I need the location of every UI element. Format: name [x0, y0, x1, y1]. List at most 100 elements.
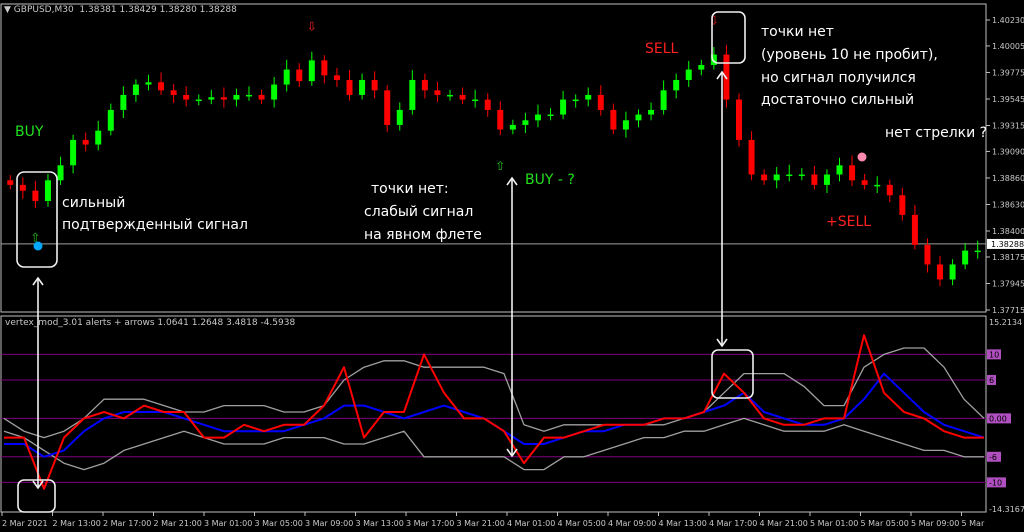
time-tick-label: 3 Mar 09:00: [305, 519, 353, 528]
candle-body: [874, 184, 881, 187]
candle: [183, 86, 190, 107]
candle: [786, 164, 793, 182]
candle-body: [170, 90, 177, 95]
candle-body: [710, 54, 717, 65]
candle-body: [849, 165, 856, 181]
price-tick-label: 1.38860: [992, 174, 1024, 183]
time-tick-label: 5 Mar 05:00: [861, 519, 909, 528]
candle-body: [233, 94, 240, 100]
time-tick-label: 2 Mar 13:00: [53, 519, 101, 528]
candle-body: [145, 82, 152, 85]
candle: [32, 180, 39, 208]
annotation-strong-2: подтвержденный сигнал: [62, 217, 248, 233]
annotation-note-3: но сигнал получился: [761, 70, 916, 86]
candle: [773, 167, 780, 189]
candle: [861, 173, 868, 190]
indicator-level-badge: [987, 451, 1001, 462]
candle-body: [974, 250, 981, 253]
candle: [823, 169, 830, 193]
candle: [748, 131, 755, 181]
candle-body: [798, 174, 805, 177]
candle-body: [371, 79, 378, 91]
time-tick-label: 3 Mar 13:00: [356, 519, 404, 528]
annotation-note-4: достаточно сильный: [761, 92, 915, 108]
annotation-note-2: (уровень 10 не пробит),: [761, 47, 938, 63]
candle-body: [773, 174, 780, 181]
candle: [937, 255, 944, 287]
candle-body: [949, 264, 956, 280]
candle: [924, 238, 931, 273]
candle-body: [19, 184, 26, 191]
indicator-level-badge: [987, 413, 1011, 424]
candle: [673, 73, 680, 99]
indicator-series-line: [3, 417, 984, 471]
candle: [346, 70, 353, 101]
time-tick-label: 3 Mar 21:00: [457, 519, 505, 528]
indicator-level-badge: [987, 349, 1001, 360]
price-tick-label: 1.37715: [992, 306, 1024, 315]
candle: [698, 59, 705, 76]
candle-body: [497, 109, 504, 130]
candle-body: [648, 109, 655, 115]
chart-frame: [0, 3, 987, 513]
symbol-label: GBPUSD,M30: [13, 5, 74, 15]
candle-body: [522, 120, 529, 125]
candle-body: [258, 94, 265, 100]
price-tick-label: 1.38630: [992, 200, 1024, 209]
candle-body: [208, 97, 215, 100]
candle: [660, 80, 667, 115]
candle-body: [899, 195, 906, 215]
candle-body: [308, 60, 315, 82]
collapse-triangle-icon[interactable]: ▼: [4, 5, 11, 15]
candle: [798, 168, 805, 181]
candle: [459, 87, 466, 105]
candle: [974, 240, 981, 259]
candle: [409, 70, 416, 115]
time-tick-label: 5 Mar 01:00: [810, 519, 858, 528]
price-tick-label: 1.39545: [992, 95, 1024, 104]
candle-body: [597, 94, 604, 110]
candle: [132, 79, 139, 102]
candle: [158, 72, 165, 95]
candle: [635, 109, 642, 128]
candle: [572, 94, 579, 108]
candle: [560, 90, 567, 120]
highlight-box-buy-signal: [16, 171, 58, 268]
annotation-plus-sell: +SELL: [826, 214, 872, 230]
time-tick-label: 3 Mar 17:00: [406, 519, 454, 528]
candle: [70, 134, 77, 174]
candle: [208, 89, 215, 105]
candle: [761, 169, 768, 185]
candle: [648, 102, 655, 121]
arrow-connector-2: [506, 176, 518, 458]
candle: [622, 111, 629, 138]
annotation-nodot-1: точки нет:: [371, 181, 449, 197]
indicator-series-line: [3, 347, 985, 439]
candle-body: [962, 250, 969, 265]
chart-header: ▼ GBPUSD,M30 1.38381 1.38429 1.38280 1.3…: [4, 5, 237, 15]
candle: [886, 179, 893, 203]
candle: [522, 112, 529, 134]
candle: [421, 73, 428, 99]
candle-body: [195, 99, 202, 102]
candle-body: [911, 214, 918, 245]
candle-body: [296, 69, 303, 82]
candle: [396, 102, 403, 131]
candle-body: [107, 109, 114, 131]
candle: [811, 165, 818, 190]
highlight-box-sell-signal: [711, 11, 746, 64]
candle-body: [459, 94, 466, 100]
candle: [195, 94, 202, 106]
time-tick-label: 4 Mar 13:00: [659, 519, 707, 528]
candle-body: [924, 244, 931, 265]
candle: [685, 60, 692, 87]
candle: [371, 71, 378, 99]
time-tick-label: 2 Mar 17:00: [103, 519, 151, 528]
candle-body: [70, 139, 77, 166]
time-tick-label: 5 Mar 09:00: [911, 519, 959, 528]
candle: [534, 104, 541, 128]
candle: [359, 73, 366, 100]
candle: [874, 176, 881, 193]
candle-body: [246, 94, 252, 97]
